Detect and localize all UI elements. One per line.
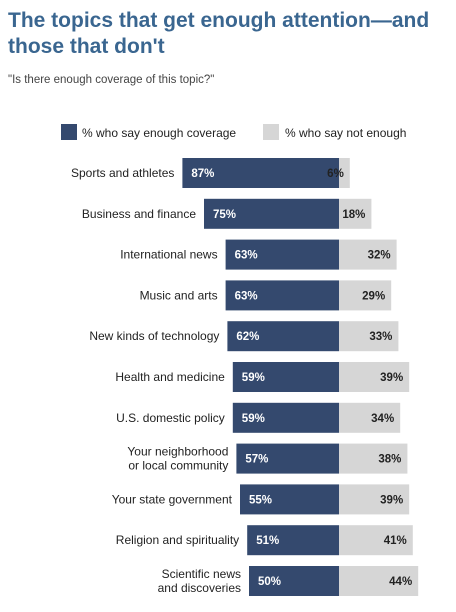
legend-swatch-not-enough: [263, 124, 279, 140]
bar-enough: [225, 239, 339, 270]
chart-subtitle: "Is there enough coverage of this topic?…: [8, 74, 215, 86]
value-label-not-enough: 34%: [371, 413, 394, 425]
bar-row: 59% 34% U.S. domestic policy: [116, 402, 401, 433]
value-label-enough: 51%: [256, 535, 279, 547]
bar-not-enough: [339, 158, 350, 188]
bar-row: 55% 39% Your state government: [112, 484, 410, 515]
category-label: Health and medicine: [115, 370, 225, 384]
value-label-not-enough: 38%: [378, 454, 401, 466]
category-label: Sports and athletes: [71, 166, 174, 180]
bar-not-enough: [339, 484, 410, 515]
category-label: U.S. domestic policy: [116, 411, 225, 425]
legend-label-enough: % who say enough coverage: [82, 126, 236, 140]
bar-enough: [227, 321, 339, 352]
bar-enough: [225, 280, 339, 311]
category-label-line: New kinds of technology: [89, 329, 219, 343]
bar-enough: [247, 525, 339, 556]
legend-label-not-enough: % who say not enough: [285, 126, 406, 140]
value-label-not-enough: 44%: [389, 576, 412, 588]
bar-rows: 87% 6% Sports and athletes 75% 18% Business a…: [71, 158, 419, 596]
category-label: Business and finance: [82, 207, 196, 221]
value-label-enough: 50%: [258, 576, 281, 588]
value-label-not-enough: 39%: [380, 494, 403, 506]
bar-row: 50% 44% Scientific news and discoveries: [158, 566, 419, 596]
bar-enough: [240, 484, 339, 515]
value-label-not-enough: 39%: [380, 372, 403, 384]
bar-row: 63% 32% International news: [120, 239, 397, 270]
chart-legend: % who say enough coverage % who say not e…: [61, 124, 406, 140]
category-label: Your neighborhood or local community: [127, 445, 228, 473]
category-label-line: or local community: [128, 459, 228, 473]
value-label-enough: 55%: [249, 494, 272, 506]
value-label-not-enough: 32%: [368, 250, 391, 262]
value-label-not-enough: 41%: [384, 535, 407, 547]
bar-not-enough: [339, 525, 413, 556]
bar-row: 87% 6% Sports and athletes: [71, 158, 350, 188]
category-label-line: U.S. domestic policy: [116, 411, 225, 425]
bar-row: 57% 38% Your neighborhood or local communit…: [127, 443, 408, 474]
bar-not-enough: [339, 443, 408, 474]
bar-enough: [236, 443, 339, 474]
value-label-not-enough: 18%: [342, 209, 365, 221]
category-label-line: Sports and athletes: [71, 166, 174, 180]
bar-enough: [249, 566, 339, 596]
bar-not-enough: [339, 362, 410, 392]
category-label: Your state government: [112, 492, 233, 506]
bar-enough: [204, 198, 339, 229]
category-label-line: Your neighborhood: [127, 445, 228, 459]
category-label-line: Religion and spirituality: [116, 533, 239, 547]
category-label: International news: [120, 248, 217, 262]
value-label-not-enough: 33%: [369, 331, 392, 343]
value-label-not-enough: 6%: [327, 168, 344, 180]
bar-not-enough: [339, 321, 399, 352]
category-label-line: Health and medicine: [115, 370, 225, 384]
value-label-enough: 63%: [235, 290, 258, 302]
bar-not-enough: [339, 198, 372, 229]
value-label-not-enough: 29%: [362, 290, 385, 302]
bar-row: 63% 29% Music and arts: [140, 280, 392, 311]
category-label-line: and discoveries: [158, 581, 241, 595]
value-label-enough: 63%: [235, 250, 258, 262]
category-label-line: Scientific news: [162, 567, 241, 581]
value-label-enough: 57%: [245, 454, 268, 466]
value-label-enough: 87%: [191, 168, 214, 180]
bar-not-enough: [339, 402, 401, 433]
chart-title: The topics that get enough attention—and…: [8, 9, 430, 58]
category-label: New kinds of technology: [89, 329, 219, 343]
legend-swatch-enough: [61, 124, 77, 140]
category-label-line: International news: [120, 248, 217, 262]
value-label-enough: 62%: [236, 331, 259, 343]
bar-enough: [182, 158, 339, 188]
category-label: Music and arts: [140, 288, 218, 302]
category-label: Religion and spirituality: [116, 533, 239, 547]
bar-not-enough: [339, 280, 392, 311]
category-label-line: Your state government: [112, 492, 233, 506]
bar-not-enough: [339, 566, 419, 596]
bar-enough: [232, 402, 339, 433]
bar-row: 51% 41% Religion and spirituality: [116, 525, 413, 556]
bar-not-enough: [339, 239, 397, 270]
bar-enough: [232, 362, 339, 392]
category-label: Scientific news and discoveries: [158, 567, 241, 595]
bar-row: 59% 39% Health and medicine: [115, 362, 410, 392]
category-label-line: Music and arts: [140, 288, 218, 302]
value-label-enough: 75%: [213, 209, 236, 221]
category-label-line: Business and finance: [82, 207, 196, 221]
value-label-enough: 59%: [242, 413, 265, 425]
bar-row: 75% 18% Business and finance: [82, 198, 372, 229]
value-label-enough: 59%: [242, 372, 265, 384]
bar-row: 62% 33% New kinds of technology: [89, 321, 399, 352]
